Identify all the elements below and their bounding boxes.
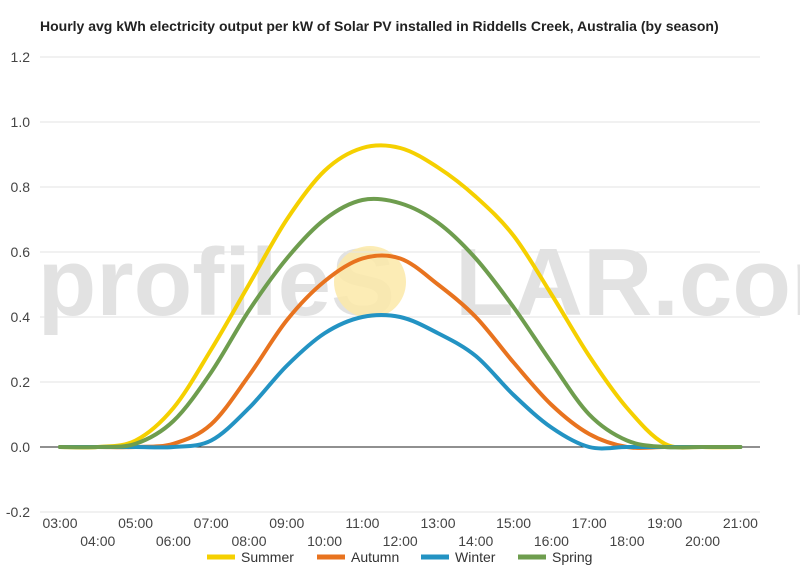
legend-label-summer: Summer [241, 549, 294, 565]
x-tick-label: 09:00 [269, 515, 304, 531]
x-tick-label: 20:00 [685, 533, 720, 549]
y-tick-label: 0.2 [11, 374, 31, 390]
x-tick-label: 15:00 [496, 515, 531, 531]
x-tick-label: 16:00 [534, 533, 569, 549]
series-line-spring [58, 196, 743, 450]
watermark-text-right: LAR.com [455, 229, 800, 336]
legend-label-autumn: Autumn [351, 549, 399, 565]
watermark: profileS LAR.com [38, 229, 800, 336]
series-line-summer [58, 143, 743, 450]
x-tick-label: 13:00 [420, 515, 455, 531]
x-tick-label: 19:00 [647, 515, 682, 531]
x-tick-label: 04:00 [80, 533, 115, 549]
x-tick-label: 07:00 [194, 515, 229, 531]
legend-label-winter: Winter [455, 549, 496, 565]
x-tick-label: 11:00 [345, 515, 379, 531]
axes: -0.2 0.0 0.2 0.4 0.6 0.8 1.0 1.2 03:0004:0005:00… [6, 49, 758, 549]
x-tick-label: 14:00 [458, 533, 493, 549]
y-tick-label: 0.8 [11, 179, 31, 195]
x-tick-label: 12:00 [383, 533, 418, 549]
x-tick-label: 21:00 [723, 515, 758, 531]
y-tick-label: 1.0 [11, 114, 31, 130]
series-line-winter [58, 312, 743, 451]
x-tick-label: 18:00 [609, 533, 644, 549]
x-tick-label: 05:00 [118, 515, 153, 531]
x-tick-label: 03:00 [42, 515, 77, 531]
x-tick-label: 17:00 [572, 515, 607, 531]
y-tick-label: 0.4 [11, 309, 31, 325]
y-tick-label: 0.0 [11, 439, 31, 455]
x-tick-label: 10:00 [307, 533, 342, 549]
chart-title: Hourly avg kWh electricity output per kW… [40, 18, 719, 34]
y-tick-label: 0.6 [11, 244, 31, 260]
legend: Summer Autumn Winter Spring [207, 549, 592, 565]
x-tick-label: 06:00 [156, 533, 191, 549]
series-lines [58, 143, 743, 451]
legend-label-spring: Spring [552, 549, 592, 565]
x-tick-label: 08:00 [231, 533, 266, 549]
y-tick-label: -0.2 [6, 504, 30, 520]
y-tick-label: 1.2 [11, 49, 31, 65]
